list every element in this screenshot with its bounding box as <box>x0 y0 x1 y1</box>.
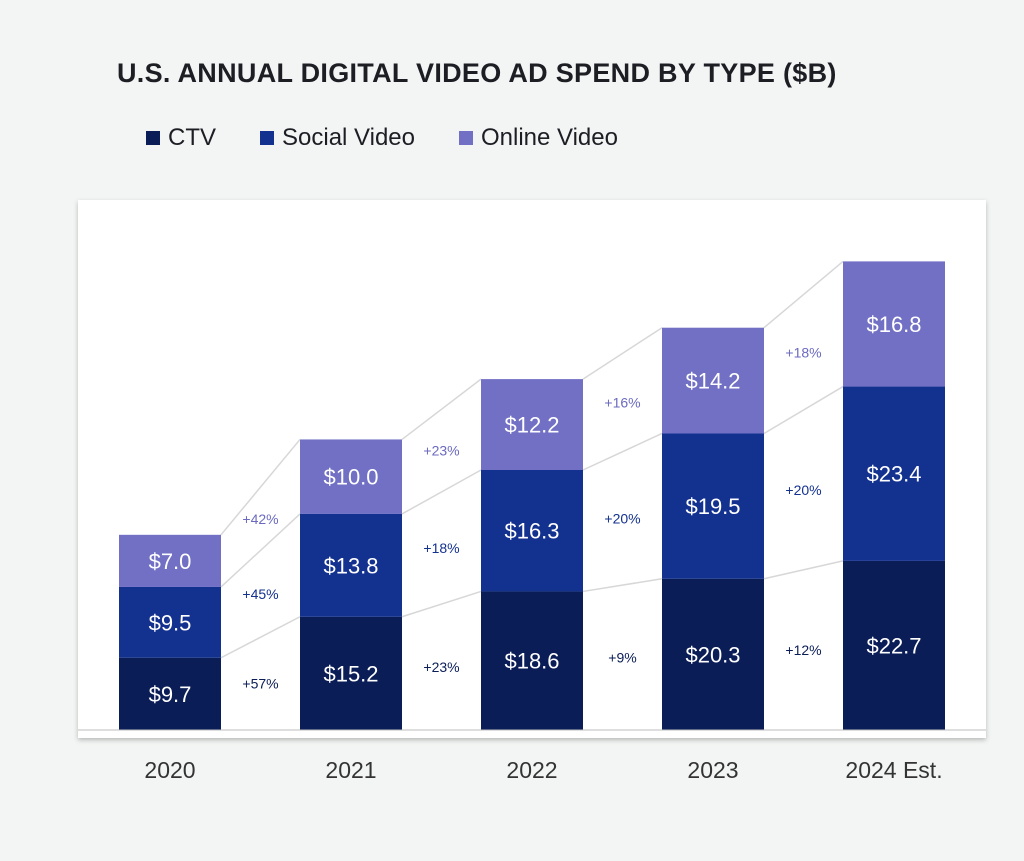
connector-online-video <box>401 378 482 441</box>
growth-label-ctv: +23% <box>423 659 459 675</box>
bar-online-video-2020 <box>119 534 221 587</box>
connector-ctv <box>220 616 301 659</box>
bar-ctv-2021 <box>300 616 402 730</box>
connector-online-video <box>582 327 663 380</box>
connector-ctv <box>582 578 663 593</box>
connector-ctv <box>763 560 844 580</box>
legend-label-ctv: CTV <box>168 124 216 151</box>
growth-label-online-video: +16% <box>604 395 640 411</box>
bar-ctv-2022 <box>481 591 583 730</box>
connector-social-video <box>401 469 482 515</box>
growth-label-social-video: +20% <box>604 510 640 526</box>
bar-online-video-2024-est <box>843 261 945 387</box>
legend-label-social-video: Social Video <box>282 124 415 151</box>
connector-online-video <box>220 438 301 536</box>
chart-legend: CTV Social Video Online Video <box>146 124 662 152</box>
bar-value-label: $16.3 <box>504 519 559 544</box>
bar-value-label: $9.5 <box>149 610 192 635</box>
legend-swatch-social-video <box>260 131 274 145</box>
growth-label-social-video: +45% <box>242 586 278 602</box>
bar-online-video-2023 <box>662 327 764 434</box>
bar-social-video-2023 <box>662 433 764 579</box>
growth-label-social-video: +20% <box>785 482 821 498</box>
growth-label-online-video: +18% <box>785 344 821 360</box>
chart-title: U.S. ANNUAL DIGITAL VIDEO AD SPEND BY TY… <box>117 58 837 88</box>
connector-ctv <box>401 590 482 618</box>
growth-label-online-video: +23% <box>423 443 459 459</box>
bar-value-label: $15.2 <box>323 661 378 686</box>
bar-value-label: $23.4 <box>866 462 921 487</box>
bar-value-label: $14.2 <box>685 369 740 394</box>
bar-value-label: $22.7 <box>866 633 921 658</box>
bar-value-label: $10.0 <box>323 465 378 490</box>
data-labels: $9.7 $9.5 $7.0 $15.2 $13.8 $10.0 $18.6 $16.3 $12… <box>149 312 922 707</box>
x-tick-label: 2022 <box>506 757 557 783</box>
bar-value-label: $13.8 <box>323 553 378 578</box>
x-tick-label: 2020 <box>144 757 195 783</box>
connector-social-video <box>763 385 844 435</box>
bar-ctv-2023 <box>662 578 764 730</box>
growth-label-ctv: +9% <box>608 650 636 666</box>
legend-item-online-video: Online Video <box>458 124 618 152</box>
bar-social-video-2024-est <box>843 386 945 561</box>
bar-value-label: $18.6 <box>504 649 559 674</box>
connector-online-video <box>763 260 844 329</box>
bar-social-video-2022 <box>481 469 583 592</box>
legend-swatch-ctv <box>146 131 160 145</box>
bar-value-label: $7.0 <box>149 549 192 574</box>
bar-value-label: $16.8 <box>866 312 921 337</box>
growth-label-ctv: +12% <box>785 642 821 658</box>
legend-item-ctv: CTV <box>146 124 216 152</box>
legend-label-online-video: Online Video <box>480 124 618 151</box>
bar-value-label: $12.2 <box>504 413 559 438</box>
growth-label-online-video: +42% <box>242 511 278 527</box>
bar-value-label: $20.3 <box>685 642 740 667</box>
connector-social-video <box>582 432 663 471</box>
legend-item-social-video: Social Video <box>260 124 415 152</box>
growth-label-social-video: +18% <box>423 540 459 556</box>
bar-ctv-2020 <box>119 657 221 730</box>
legend-swatch-online-video <box>458 131 473 145</box>
x-tick-label: 2021 <box>325 757 376 783</box>
connector-social-video <box>220 513 301 588</box>
bar-ctv-2024-est <box>843 560 945 730</box>
bar-social-video-2020 <box>119 586 221 658</box>
bar-value-label: $9.7 <box>149 682 192 707</box>
x-tick-label: 2024 Est. <box>845 757 942 783</box>
x-tick-labels: 2020 2021 2022 2023 2024 Est. <box>144 757 942 783</box>
bar-social-video-2021 <box>300 513 402 617</box>
x-tick-label: 2023 <box>687 757 738 783</box>
bar-value-label: $19.5 <box>685 494 740 519</box>
bars <box>119 261 945 730</box>
bar-online-video-2021 <box>300 439 402 514</box>
bar-online-video-2022 <box>481 379 583 470</box>
connector-lines <box>220 260 844 659</box>
growth-label-ctv: +57% <box>242 676 278 692</box>
